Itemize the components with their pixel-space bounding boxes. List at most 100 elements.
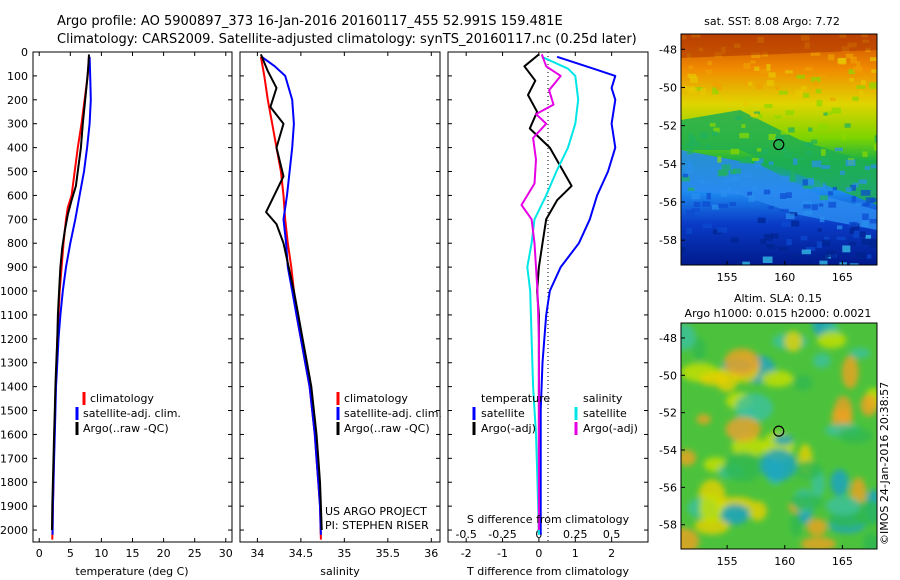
depth-tick-label: 200 [7, 94, 28, 107]
depth-tick-label: 600 [7, 189, 28, 202]
salinity-x-ticks: 34 34.5 35 35.5 36 [250, 52, 438, 560]
map-y-tick-label: -50 [659, 81, 677, 94]
depth-tick-label: 1100 [0, 309, 28, 322]
sla-heatmap [681, 323, 877, 549]
map-y-tick-label: -54 [659, 444, 677, 457]
sla-map-frame [680, 322, 878, 550]
map-x-tick-label: 160 [774, 555, 795, 568]
legend-label-argo: Argo(..raw -QC) [83, 422, 169, 435]
map-y-tick-label: -56 [659, 481, 677, 494]
series-line-argo-raw-qc- [51, 54, 90, 531]
legend-label-salinity-satellite: satellite [583, 407, 627, 420]
map-x-tick-label: 160 [774, 271, 795, 284]
x-tick-label: 15 [126, 547, 140, 560]
series-line-salinity-argo-adj- [520, 54, 562, 530]
sst-map-frame [680, 33, 878, 266]
title-line-1: Argo profile: AO 5900897_373 16-Jan-2016… [57, 14, 563, 29]
top-tick-label: -0.5 [455, 528, 476, 541]
depth-tick-label: 800 [7, 237, 28, 250]
legend-label-argo: Argo(..raw -QC) [344, 422, 430, 435]
map-x-tick-label: 155 [717, 555, 738, 568]
map-y-tick-label: -58 [659, 519, 677, 532]
difference-xlabel-top: S difference from climatology [467, 513, 630, 526]
depth-tick-label: 400 [7, 142, 28, 155]
legend-header-temperature: temperature [481, 392, 550, 405]
map-x-tick-label: 155 [717, 271, 738, 284]
legend-label-satellite: satellite-adj. clim. [83, 407, 181, 420]
depth-tick-label: 500 [7, 166, 28, 179]
argo-position-marker-sst [773, 138, 785, 151]
difference-top-ticks: -0.5 -0.25 0 0.25 0.5 [455, 528, 620, 541]
salinity-series [259, 54, 323, 540]
x-tick-label: 30 [219, 547, 233, 560]
salinity-xlabel: salinity [320, 565, 360, 578]
sla-map-ticks: 155 160 165 -48 -50 -52 -54 -56 -58 [659, 332, 853, 568]
top-tick-label: -0.25 [488, 528, 516, 541]
map-x-tick-label: 165 [832, 271, 853, 284]
x-tick-label: 0 [36, 547, 43, 560]
series-line-argo-raw-qc- [259, 54, 323, 531]
map-y-tick-label: -48 [659, 332, 677, 345]
map-y-tick-label: -56 [659, 196, 677, 209]
x-tick-label: 35.5 [376, 547, 401, 560]
x-tick-label: 0 [535, 547, 542, 560]
depth-tick-label: 2000 [0, 524, 28, 537]
x-tick-label: 36 [424, 547, 438, 560]
depth-tick-label: 1700 [0, 452, 28, 465]
depth-tick-label: 1600 [0, 428, 28, 441]
legend-label-satellite: satellite-adj. clim. [344, 407, 442, 420]
sla-map-title-1: Altim. SLA: 0.15 [734, 292, 822, 305]
x-tick-label: 5 [67, 547, 74, 560]
salinity-panel-frame [239, 51, 441, 543]
argo-position-marker-sla [773, 425, 785, 437]
map-y-tick-label: -52 [659, 120, 677, 133]
x-tick-label: 34 [250, 547, 264, 560]
pi-annotation: PI: STEPHEN RISER [325, 519, 429, 532]
depth-tick-label: 900 [7, 261, 28, 274]
x-tick-label: -1 [497, 547, 508, 560]
map-y-tick-label: -50 [659, 369, 677, 382]
series-line-climatology [259, 56, 322, 540]
sst-heatmap [681, 34, 877, 265]
legend-label-temperature-satellite: satellite [481, 407, 525, 420]
x-tick-label: 35 [337, 547, 351, 560]
top-tick-label: 0.5 [603, 528, 621, 541]
title-line-2: Climatology: CARS2009. Satellite-adjuste… [57, 32, 637, 47]
difference-xlabel: T difference from climatology [466, 565, 629, 578]
map-x-tick-label: 165 [832, 555, 853, 568]
temperature-legend: climatology satellite-adj. clim. Argo(..… [75, 392, 181, 435]
depth-tick-label: 1200 [0, 333, 28, 346]
temperature-xlabel: temperature (deg C) [75, 565, 188, 578]
legend-label-climatology: climatology [90, 392, 154, 405]
difference-x-ticks: -2 -1 0 1 2 [461, 52, 615, 560]
project-annotation: US ARGO PROJECT [325, 505, 427, 518]
map-y-tick-label: -48 [659, 43, 677, 56]
top-tick-label: 0.25 [563, 528, 588, 541]
map-y-tick-label: -58 [659, 234, 677, 247]
salinity-legend: climatology satellite-adj. clim. Argo(..… [336, 392, 442, 435]
sst-map-ticks: 155 160 165 -48 -50 -52 -54 -56 -58 [659, 43, 853, 284]
sst-map-title: sat. SST: 8.08 Argo: 7.72 [704, 15, 840, 28]
legend-label-salinity-argo: Argo(-adj) [583, 422, 638, 435]
depth-tick-label: 1000 [0, 285, 28, 298]
sla-map-title-2: Argo h1000: 0.015 h2000: 0.0021 [685, 307, 872, 320]
depth-axis: 0 100 200 300 400 500 600 700 800 900 1000 1100 1200… [0, 46, 648, 537]
depth-tick-label: 1900 [0, 500, 28, 513]
legend-header-salinity: salinity [583, 392, 623, 405]
depth-tick-label: 700 [7, 213, 28, 226]
series-line-satellite-adj-clim- [261, 55, 322, 535]
temperature-x-ticks: 0 5 10 15 20 25 30 [36, 52, 233, 560]
depth-tick-label: 0 [21, 46, 28, 59]
x-tick-label: -2 [461, 547, 472, 560]
depth-tick-label: 1300 [0, 357, 28, 370]
x-tick-label: 10 [94, 547, 108, 560]
series-line-temperature-satellite [539, 55, 617, 535]
difference-series [520, 53, 617, 535]
x-tick-label: 34.5 [289, 547, 314, 560]
difference-legend: temperature salinity satellite Argo(-adj… [472, 392, 638, 435]
depth-tick-label: 300 [7, 118, 28, 131]
temperature-series [51, 54, 92, 540]
legend-label-climatology: climatology [344, 392, 408, 405]
legend-label-temperature-argo: Argo(-adj) [481, 422, 536, 435]
